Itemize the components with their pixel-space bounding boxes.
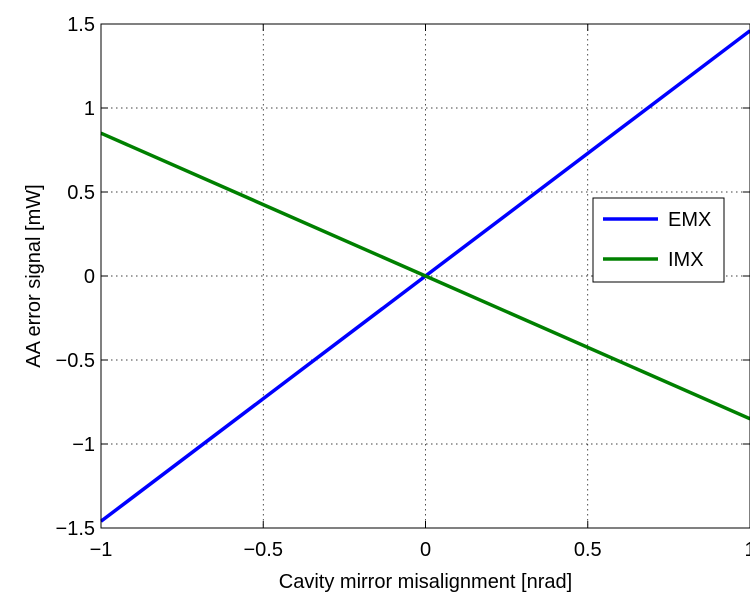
y-tick-label: −0.5 — [56, 350, 95, 372]
x-tick-labels: −1 −0.5 0 0.5 1 — [90, 539, 750, 561]
y-tick-label: −1.5 — [56, 518, 95, 540]
legend-label-imx: IMX — [668, 249, 704, 271]
y-tick-label: −1 — [72, 434, 95, 456]
y-tick-labels: −1.5 −1 −0.5 0 0.5 1 1.5 — [56, 14, 95, 540]
y-tick-label: 0.5 — [67, 182, 95, 204]
x-tick-label: 0 — [420, 539, 431, 561]
series-lines — [99, 29, 750, 523]
y-axis-label: AA error signal [mW] — [23, 184, 45, 367]
y-tick-label: 1.5 — [67, 14, 95, 36]
legend: EMX IMX — [592, 197, 725, 283]
y-tick-label: 1 — [84, 98, 95, 120]
x-tick-label: −0.5 — [244, 539, 283, 561]
x-tick-label: −1 — [90, 539, 113, 561]
x-tick-label: 1 — [744, 539, 750, 561]
legend-box — [592, 197, 725, 283]
series-line-imx — [100, 131, 750, 421]
y-tick-label: 0 — [84, 266, 95, 288]
legend-label-emx: EMX — [668, 209, 711, 231]
axis-ticks — [100, 23, 750, 529]
x-axis-label: Cavity mirror misalignment [nrad] — [279, 571, 572, 593]
x-tick-label: 0.5 — [574, 539, 602, 561]
